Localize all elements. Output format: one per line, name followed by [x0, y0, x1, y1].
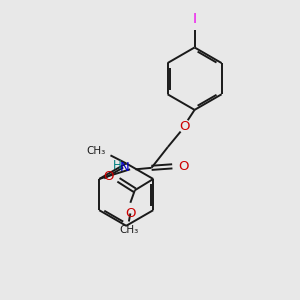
- Text: CH₃: CH₃: [86, 146, 105, 157]
- Text: O: O: [179, 120, 189, 133]
- Text: O: O: [103, 170, 114, 183]
- Text: O: O: [125, 207, 136, 220]
- Text: CH₃: CH₃: [119, 225, 139, 235]
- Text: N: N: [120, 161, 130, 174]
- Text: H: H: [113, 159, 122, 172]
- Text: O: O: [178, 160, 189, 173]
- Text: I: I: [193, 12, 196, 26]
